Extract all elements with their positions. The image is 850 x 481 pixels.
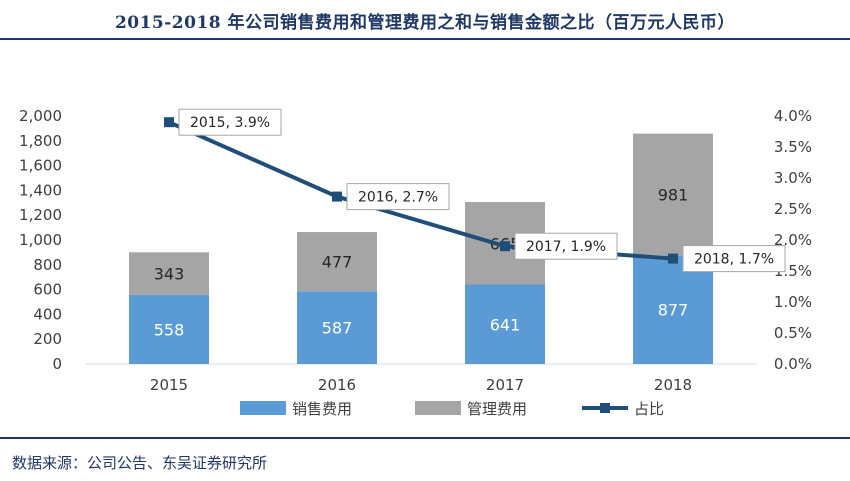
bar-admin bbox=[297, 232, 377, 292]
line-label-box bbox=[346, 183, 450, 211]
ratio-marker bbox=[332, 191, 342, 202]
y-right-tick-label: 2.0% bbox=[774, 231, 812, 249]
line-data-label: 2016, 2.7% bbox=[358, 190, 438, 206]
y-right-tick-label: 2.5% bbox=[774, 200, 812, 218]
title-bar: 2015-2018 年公司销售费用和管理费用之和与销售金额之比（百万元人民币） bbox=[0, 0, 850, 40]
bar-sales bbox=[465, 284, 545, 364]
bar-sales bbox=[297, 291, 377, 364]
y-right-tick-label: 0.0% bbox=[774, 355, 812, 373]
bar-value-label: 641 bbox=[490, 315, 521, 334]
y-left-tick-label: 400 bbox=[33, 305, 62, 323]
y-left-tick-label: 0 bbox=[52, 355, 62, 373]
chart: 0 200 400 600 800 1,000 1,200 1,400 1,600 1,800 2,… bbox=[19, 107, 812, 418]
y-left-tick-label: 1,600 bbox=[19, 157, 62, 175]
data-source: 数据来源：公司公告、东吴证券研究所 bbox=[12, 454, 268, 472]
ratio-marker bbox=[164, 117, 174, 128]
line-label-box bbox=[178, 108, 282, 136]
y-right-tick-label: 0.5% bbox=[774, 324, 812, 342]
y-right-tick-label: 3.5% bbox=[774, 138, 812, 156]
legend-label: 占比 bbox=[634, 400, 664, 418]
y-right-tick-label: 3.0% bbox=[774, 169, 812, 187]
legend-swatch-admin bbox=[415, 401, 461, 415]
legend-label: 销售费用 bbox=[292, 400, 352, 418]
bar-value-label: 587 bbox=[322, 319, 353, 338]
x-tick-label: 2018 bbox=[654, 376, 692, 394]
x-tick-label: 2015 bbox=[150, 376, 188, 394]
line-label-box bbox=[682, 245, 786, 273]
y-left-tick-label: 1,000 bbox=[19, 231, 62, 249]
line-data-label: 2017, 1.9% bbox=[526, 239, 606, 255]
bar-admin bbox=[633, 133, 713, 256]
y-left-tick-label: 800 bbox=[33, 256, 62, 274]
y-right-tick-label: 1.0% bbox=[774, 293, 812, 311]
bar-value-label: 981 bbox=[658, 185, 689, 204]
legend-line-marker bbox=[600, 403, 610, 413]
source-divider bbox=[0, 437, 850, 439]
chart-title: 2015-2018 年公司销售费用和管理费用之和与销售金额之比（百万元人民币） bbox=[114, 13, 736, 33]
bar-value-label: 477 bbox=[322, 253, 353, 272]
y-left-tick-label: 2,000 bbox=[19, 107, 62, 125]
y-right-tick-label: 4.0% bbox=[774, 107, 812, 125]
bar-value-label: 558 bbox=[154, 320, 185, 339]
y-left-tick-label: 200 bbox=[33, 330, 62, 348]
y-left-tick-label: 600 bbox=[33, 281, 62, 299]
line-data-label: 2018, 1.7% bbox=[694, 252, 774, 268]
ratio-marker bbox=[668, 253, 678, 264]
legend-swatch-sales bbox=[240, 401, 286, 415]
bar-value-label: 343 bbox=[154, 265, 185, 284]
bar-value-label: 877 bbox=[658, 301, 689, 320]
line-data-label: 2015, 3.9% bbox=[190, 115, 270, 131]
legend-label: 管理费用 bbox=[467, 400, 527, 418]
x-tick-label: 2016 bbox=[318, 376, 356, 394]
bar-sales bbox=[633, 255, 713, 364]
x-tick-label: 2017 bbox=[486, 376, 524, 394]
y-left-tick-label: 1,800 bbox=[19, 132, 62, 150]
bar-admin bbox=[129, 252, 209, 295]
ratio-marker bbox=[500, 241, 510, 252]
y-left-tick-label: 1,400 bbox=[19, 181, 62, 199]
bar-sales bbox=[129, 294, 209, 364]
line-label-box bbox=[514, 232, 618, 260]
y-left-tick-label: 1,200 bbox=[19, 206, 62, 224]
